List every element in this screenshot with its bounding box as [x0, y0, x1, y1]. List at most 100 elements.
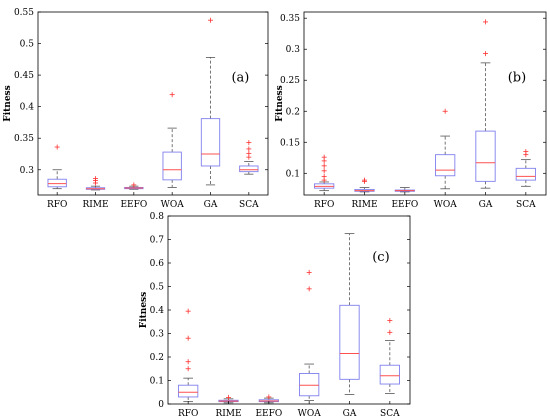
box-ga [339, 233, 360, 396]
y-tick-label: 0.3 [150, 330, 165, 340]
x-tick-label: RFO [314, 200, 334, 210]
panel-a: 0.3 0.35 0.4 0.45 0.5 0.55 Fitness (a) RFO RIME EE… [3, 8, 269, 210]
y-tick-label: 0.2 [150, 353, 164, 363]
outlier-point [185, 308, 191, 314]
box-sca [239, 140, 259, 175]
outlier-point [306, 286, 312, 292]
x-tick-label: RIME [82, 200, 108, 210]
box-woa [435, 108, 456, 190]
y-tick-label: 0.2 [286, 107, 300, 117]
outlier-point [266, 394, 272, 400]
box-rime [354, 177, 375, 193]
x-tick-label: RFO [178, 409, 198, 419]
y-tick-label: 0.55 [14, 8, 34, 18]
y-tick-label: 0.35 [14, 134, 34, 144]
plot-frame [303, 11, 547, 196]
y-axis-label: Fitness [3, 85, 13, 121]
y-tick-label: 0.4 [20, 103, 35, 113]
y-tick-label: 0.3 [20, 166, 35, 176]
x-tick-label: EEFO [120, 200, 147, 210]
outlier-point [246, 150, 252, 156]
outlier-point [185, 359, 191, 365]
outlier-point [483, 19, 488, 25]
iqr-box [435, 154, 456, 177]
outlier-point [208, 17, 213, 23]
box-sca [515, 149, 536, 187]
iqr-box [47, 178, 67, 188]
outlier-point [54, 144, 60, 150]
outlier-point [226, 394, 231, 400]
y-tick-label: 0.6 [150, 259, 165, 269]
y-axis-label: Fitness [275, 85, 285, 121]
x-tick-label: GA [204, 200, 218, 210]
panel-b: 0.1 0.15 0.2 0.25 0.3 0.35 Fitness (b) RFO RIME EE… [275, 11, 547, 210]
y-tick-label: 0.5 [150, 283, 165, 293]
iqr-box [299, 373, 320, 397]
y-tick-label: 0 [158, 400, 164, 410]
outlier-point [131, 182, 137, 188]
box-eefo [124, 182, 144, 190]
outlier-point [483, 51, 488, 57]
outlier-point [387, 329, 393, 335]
y-tick-label: 0.35 [280, 14, 300, 24]
x-tick-label: RIME [351, 200, 377, 210]
x-tick-label: GA [343, 409, 357, 419]
x-tick-label: SCA [380, 409, 400, 419]
y-tick-label: 0.1 [150, 377, 164, 387]
box-rfo [314, 154, 335, 192]
box-ga [475, 19, 496, 189]
y-tick-label: 0.8 [150, 212, 165, 222]
plot-frame [167, 215, 411, 405]
outlier-point [185, 335, 191, 341]
panel-label: (c) [372, 250, 389, 265]
y-tick-label: 0.25 [280, 76, 300, 86]
x-tick-label: WOA [161, 200, 185, 210]
outlier-point [321, 173, 327, 179]
outlier-point [169, 92, 175, 98]
x-tick-label: WOA [298, 409, 322, 419]
iqr-box [239, 165, 259, 173]
x-tick-label: SCA [239, 200, 259, 210]
box-woa [299, 269, 320, 401]
iqr-box [379, 364, 400, 385]
box-ga [200, 17, 221, 186]
x-tick-label: SCA [516, 200, 536, 210]
x-tick-label: RIME [215, 409, 241, 419]
outlier-point [321, 168, 327, 174]
iqr-box [515, 167, 536, 181]
y-tick-label: 0.45 [14, 71, 34, 81]
plot-frame [37, 11, 269, 196]
box-woa [162, 92, 182, 188]
box-rime [85, 176, 106, 191]
panel-label: (a) [231, 71, 249, 86]
outlier-point [387, 318, 393, 324]
y-tick-label: 0.5 [20, 40, 35, 50]
y-axis-label: Fitness [139, 292, 149, 328]
y-tick-label: 0.7 [150, 236, 165, 246]
outlier-point [362, 177, 367, 183]
x-tick-label: RFO [47, 200, 67, 210]
outlier-point [246, 140, 252, 146]
outlier-point [93, 176, 98, 182]
iqr-box [162, 151, 182, 181]
box-rfo [47, 144, 67, 190]
panel-label: (b) [508, 71, 526, 86]
x-tick-label: WOA [434, 200, 458, 210]
x-tick-label: GA [479, 200, 493, 210]
box-rfo [178, 308, 199, 403]
outlier-point [306, 269, 312, 275]
outlier-point [321, 154, 327, 160]
x-tick-label: EEFO [255, 409, 282, 419]
x-tick-label: EEFO [391, 200, 418, 210]
y-tick-label: 0.4 [150, 306, 165, 316]
outlier-point [442, 108, 448, 114]
iqr-box [339, 304, 360, 380]
box-sca [379, 318, 400, 394]
iqr-box [475, 130, 496, 182]
panel-c: 0 0.1 0.2 0.3 0.4 0.5 0.6 0.7 0.8 Fitness (c) RFO RI… [139, 212, 411, 419]
y-tick-label: 0.1 [286, 169, 300, 179]
iqr-box [200, 118, 221, 167]
outlier-point [185, 366, 191, 372]
outlier-point [321, 163, 327, 169]
